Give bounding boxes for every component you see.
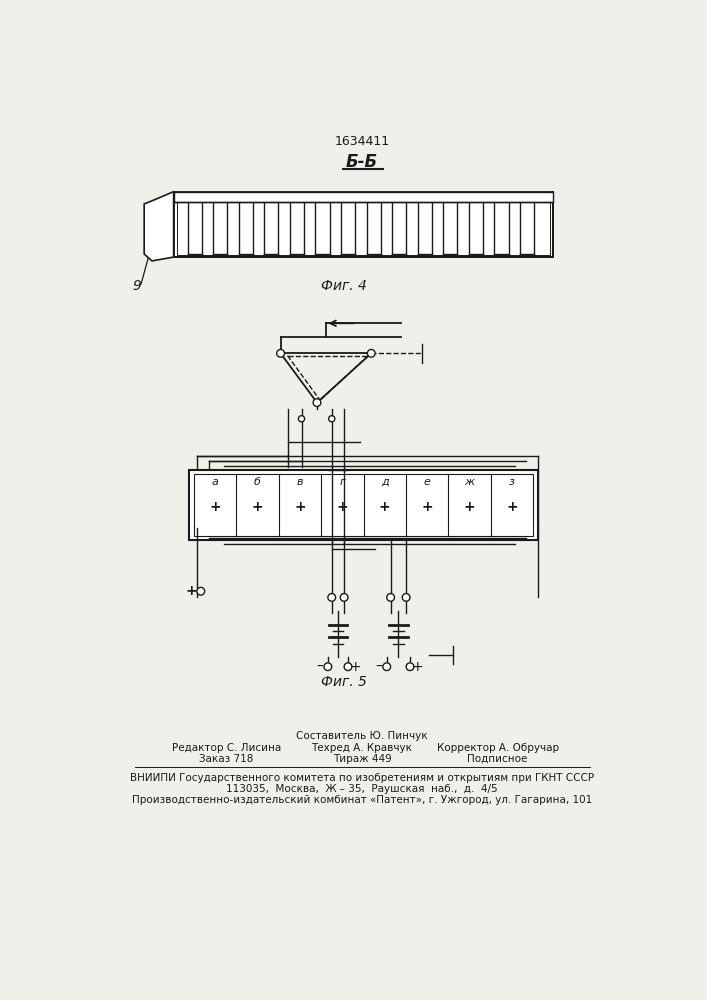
Circle shape [324, 663, 332, 671]
Text: Подписное: Подписное [467, 754, 527, 764]
Circle shape [406, 663, 414, 671]
Text: в: в [297, 477, 303, 487]
Circle shape [383, 663, 391, 671]
Text: г: г [339, 477, 345, 487]
Polygon shape [144, 192, 174, 261]
Text: з: з [509, 477, 515, 487]
Text: +: + [506, 500, 518, 514]
Text: ж: ж [464, 477, 474, 487]
Circle shape [313, 399, 321, 406]
Circle shape [387, 594, 395, 601]
Circle shape [329, 416, 335, 422]
Text: Заказ 718: Заказ 718 [199, 754, 254, 764]
Circle shape [368, 349, 375, 357]
Text: а: а [211, 477, 218, 487]
Text: +: + [379, 500, 390, 514]
Text: +: + [294, 500, 305, 514]
Text: Фиг. 4: Фиг. 4 [321, 279, 367, 293]
Text: +: + [350, 660, 361, 674]
Bar [174, 192, 554, 257]
Text: +: + [337, 500, 348, 514]
Text: +: + [252, 500, 263, 514]
Circle shape [276, 349, 284, 357]
Bar [194, 474, 533, 536]
Text: Б-Б: Б-Б [346, 153, 378, 171]
Circle shape [197, 587, 204, 595]
Text: +: + [421, 500, 433, 514]
Text: Корректор А. Обручар: Корректор А. Обручар [436, 743, 559, 753]
Bar [177, 194, 550, 255]
Text: е: е [423, 477, 431, 487]
Circle shape [328, 594, 336, 601]
Bar [174, 192, 554, 202]
Text: Составитель Ю. Пинчук: Составитель Ю. Пинчук [296, 731, 428, 741]
Text: Редактор С. Лисина: Редактор С. Лисина [172, 743, 281, 753]
Text: –: – [317, 660, 324, 674]
Circle shape [340, 594, 348, 601]
Circle shape [402, 594, 410, 601]
Circle shape [344, 663, 352, 671]
Text: +: + [186, 584, 197, 598]
Text: +: + [209, 500, 221, 514]
Text: б: б [254, 477, 261, 487]
Text: –: – [375, 660, 382, 674]
Text: 1634411: 1634411 [334, 135, 390, 148]
Text: Техред А. Кравчук: Техред А. Кравчук [312, 743, 412, 753]
Text: Производственно-издательский комбинат «Патент», г. Ужгород, ул. Гагарина, 101: Производственно-издательский комбинат «П… [132, 795, 592, 805]
Bar [189, 470, 538, 540]
Text: +: + [464, 500, 475, 514]
Text: ВНИИПИ Государственного комитета по изобретениям и открытиям при ГКНТ СССР: ВНИИПИ Государственного комитета по изоб… [130, 773, 594, 783]
Text: Тираж 449: Тираж 449 [332, 754, 392, 764]
Text: 113035,  Москва,  Ж – 35,  Раушская  наб.,  д.  4/5: 113035, Москва, Ж – 35, Раушская наб., д… [226, 784, 498, 794]
Text: 9: 9 [132, 279, 141, 293]
Text: +: + [412, 660, 423, 674]
Circle shape [298, 416, 305, 422]
Text: д: д [381, 477, 389, 487]
Text: Фиг. 5: Фиг. 5 [321, 675, 367, 689]
